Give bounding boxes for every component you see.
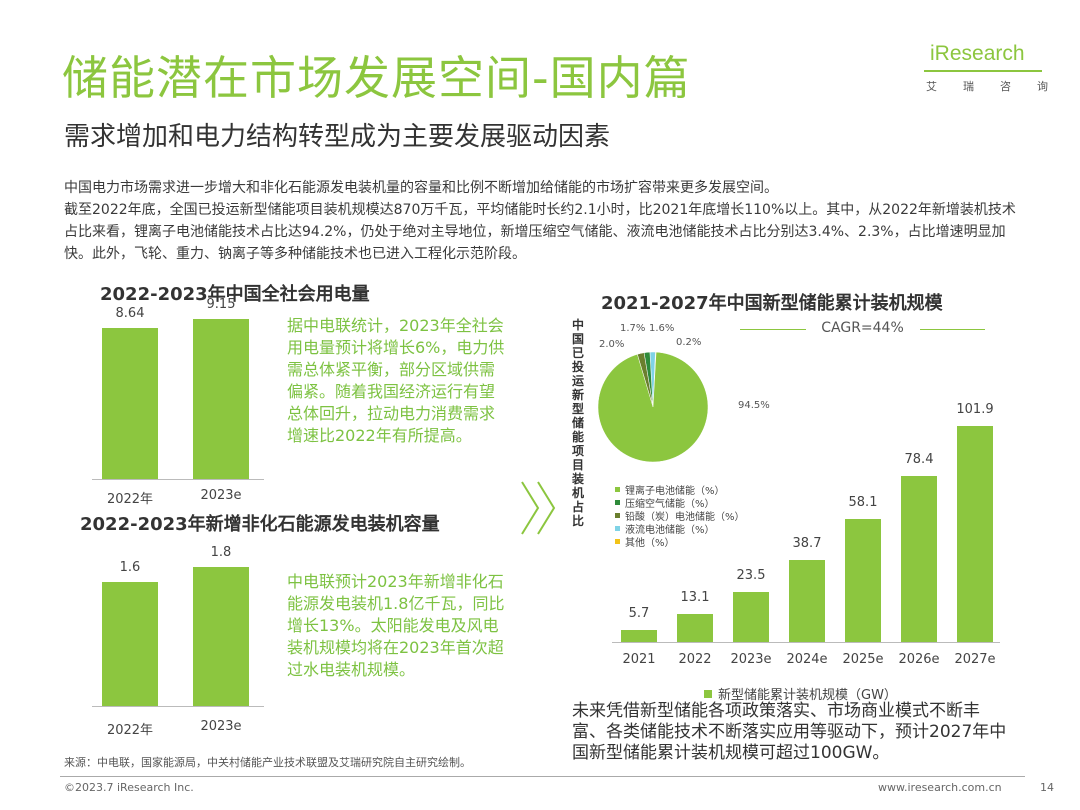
category-label: 2022年 — [106, 723, 154, 738]
capacity-chart-title: 2022-2023年新增非化石能源发电装机容量 — [80, 514, 440, 535]
pie-vertical-label: 中国已投运新型储能项目装机占比 — [571, 318, 584, 528]
conclusion-text: 未来凭借新型储能各项政策落实、市场商业模式不断丰富、各类储能技术不断落实应用等驱… — [572, 701, 1007, 763]
legend-item: 液流电池储能（%） — [615, 521, 715, 536]
pie-value-label: 1.6% — [649, 323, 675, 334]
storage-category-label: 2022 — [678, 652, 712, 667]
storage-bar-value: 38.7 — [792, 535, 822, 551]
bar-value-label: 9.15 — [206, 297, 236, 312]
storage-bar-value: 58.1 — [848, 494, 878, 510]
pie-value-label: 94.5% — [738, 400, 770, 411]
storage-bar-value: 101.9 — [956, 402, 994, 417]
consumption-bar — [102, 327, 158, 479]
capacity-bar — [193, 567, 249, 706]
pie-chart — [597, 351, 709, 463]
page-number: 14 — [1040, 781, 1054, 794]
bar-value-label: 1.6 — [119, 560, 141, 576]
page-title: 储能潜在市场发展空间-国内篇 — [62, 51, 691, 105]
storage-category-label: 2026e — [898, 652, 940, 667]
intro-paragraph: 中国电力市场需求进一步增大和非化石能源发电装机量的容量和比例不断增加给储能的市场… — [64, 180, 778, 196]
storage-bar — [789, 559, 825, 642]
storage-bar — [733, 592, 769, 642]
legend-item: 压缩空气储能（%） — [615, 495, 715, 510]
cagr-annotation: CAGR=44% — [740, 320, 985, 340]
storage-bar-value: 13.1 — [680, 590, 710, 606]
storage-bar — [901, 475, 937, 642]
website-link[interactable]: www.iresearch.com.cn — [878, 781, 1002, 794]
storage-bar — [621, 629, 657, 642]
cagr-label: CAGR=44% — [821, 320, 904, 336]
consumption-chart-title: 2022-2023年中国全社会用电量 — [100, 284, 370, 305]
intro-text: 中国电力市场需求进一步增大和非化石能源发电装机量的容量和比例不断增加给储能的市场… — [64, 177, 1024, 265]
storage-bar-value: 5.7 — [628, 605, 650, 621]
iresearch-logo: iResearch 艾 瑞 咨 询 — [918, 40, 1048, 98]
bar-value-label: 1.8 — [210, 545, 232, 560]
category-label: 2023e — [200, 488, 242, 503]
legend-swatch — [704, 689, 712, 698]
storage-category-label: 2024e — [786, 652, 828, 667]
bar-value-label: 8.64 — [115, 305, 145, 321]
storage-bar-value: 78.4 — [904, 451, 934, 467]
lithium-ion-slice — [597, 351, 709, 463]
capacity-bar — [102, 582, 158, 706]
storage-category-label: 2021 — [622, 652, 656, 667]
storage-chart-title: 2021-2027年中国新型储能累计装机规模 — [601, 293, 943, 314]
consumption-bar — [193, 319, 249, 479]
legend-item: 其他（%） — [615, 534, 675, 549]
legend-item: 铅酸（炭）电池储能（%） — [615, 508, 745, 523]
capacity-note: 中电联预计2023年新增非化石能源发电装机1.8亿千瓦，同比增长13%。太阳能发… — [287, 572, 505, 679]
pie-value-label: 0.2% — [676, 337, 702, 348]
storage-bar — [957, 426, 993, 642]
category-label: 2022年 — [106, 492, 154, 507]
storage-bar-value: 23.5 — [736, 568, 766, 584]
storage-category-label: 2027e — [954, 652, 996, 667]
storage-bar — [845, 518, 881, 642]
source-note: 来源：中电联，国家能源局，中关村储能产业技术联盟及艾瑞研究院自主研究绘制。 — [64, 756, 471, 769]
storage-category-label: 2025e — [842, 652, 884, 667]
storage-bar — [677, 614, 713, 642]
legend-item: 锂离子电池储能（%） — [615, 482, 725, 497]
intro-paragraph: 截至2022年底，全国已投运新型储能项目装机规模达870万千瓦，平均储能时长约2… — [64, 202, 1016, 262]
pie-value-label: 1.7% — [620, 323, 646, 334]
storage-category-label: 2023e — [730, 652, 772, 667]
chevron-right-icon — [521, 481, 556, 535]
copyright: ©2023.7 iResearch Inc. — [64, 781, 194, 794]
storage-legend: 新型储能累计装机规模（GW） — [704, 684, 897, 703]
logo-text: iResearch — [930, 42, 1025, 65]
category-label: 2023e — [200, 719, 242, 734]
logo-cn: 艾 瑞 咨 询 — [926, 80, 1048, 93]
consumption-note: 据中电联统计，2023年全社会用电量预计将增长6%，电力供需总体紧平衡，部分区域… — [287, 316, 505, 445]
pie-value-label: 2.0% — [599, 339, 625, 350]
page-subtitle: 需求增加和电力结构转型成为主要发展驱动因素 — [64, 122, 611, 152]
storage-legend-label: 新型储能累计装机规模（GW） — [718, 688, 897, 703]
